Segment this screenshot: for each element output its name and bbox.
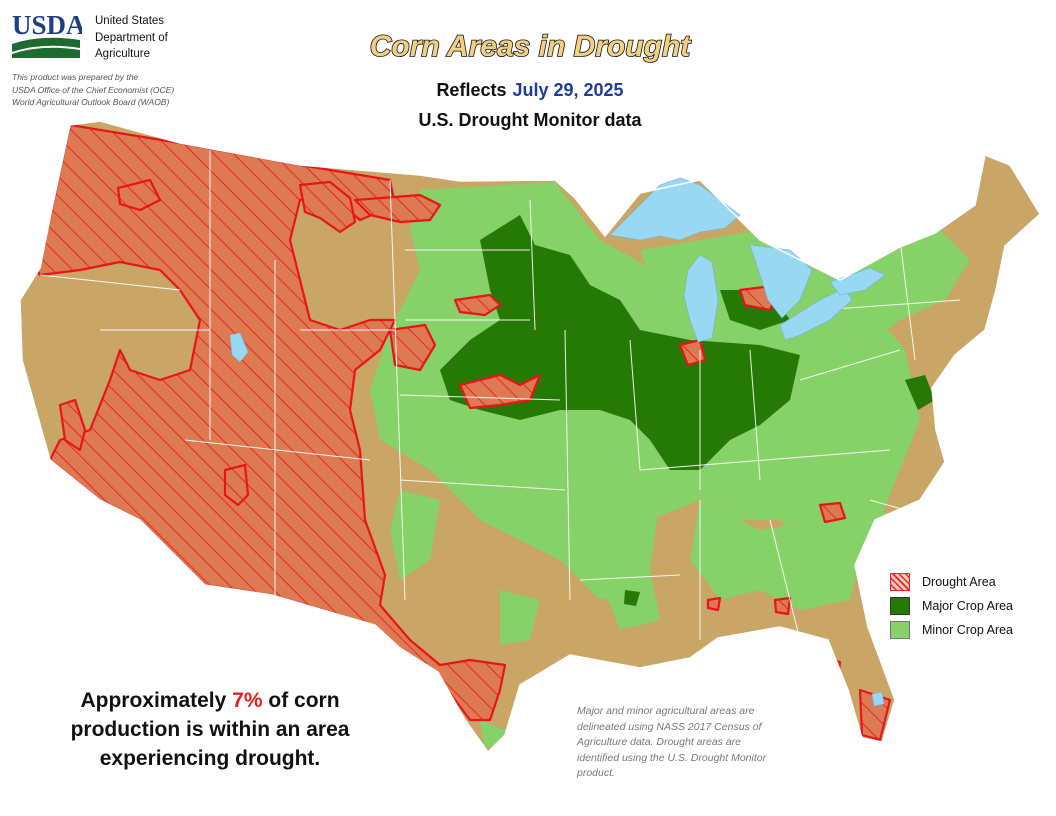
map-title: Corn Areas in Drought (300, 24, 760, 68)
summary-statement: Approximately 7% of corn production is w… (55, 686, 365, 773)
footnote-line: Agriculture data. Drought areas are (577, 736, 742, 748)
minor-crop-swatch-icon (890, 621, 910, 639)
prepared-line: USDA Office of the Chief Economist (OCE) (12, 84, 175, 95)
legend-item-drought: Drought Area (890, 570, 1013, 594)
footnote-line: identified using the U.S. Drought Monito… (577, 751, 767, 764)
legend-item-minor-crop: Minor Crop Area (890, 618, 1013, 642)
great-lakes (229, 177, 886, 707)
methodology-footnote: Major and minor agricultural areas are d… (577, 704, 766, 782)
legend-item-major-crop: Major Crop Area (890, 594, 1013, 618)
subtitle: U.S. Drought Monitor data (418, 110, 642, 130)
agency-line: Agriculture (95, 48, 150, 60)
drought-areas (28, 123, 892, 742)
map-legend: Drought Area Major Crop Area Minor Crop … (890, 570, 1013, 642)
major-crop-swatch-icon (890, 597, 910, 615)
footnote-line: product. (577, 767, 615, 779)
logo-text: USDA (12, 10, 82, 40)
drought-swatch-icon (890, 573, 910, 591)
summary-prefix: Approximately (80, 689, 233, 712)
agency-line: United States (95, 15, 165, 27)
summary-percent: 7% (232, 689, 263, 712)
usda-logo: USDA (12, 10, 86, 62)
legend-label: Minor Crop Area (922, 623, 1014, 637)
agency-name: United States Department of Agriculture (95, 13, 168, 63)
summary-suffix: of corn production is within an area exp… (70, 689, 350, 770)
title-text: Corn Areas in Drought (370, 30, 693, 63)
footnote-line: delineated using NASS 2017 Census of (577, 720, 762, 733)
date-text: July 29, 2025 (512, 80, 624, 100)
footnote-line: Major and minor agricultural areas are (577, 705, 755, 717)
agency-line: Department of (95, 31, 168, 44)
reflects-label: Reflects (436, 80, 507, 100)
reflects-line: Reflects July 29, 2025 (330, 80, 730, 101)
legend-label: Major Crop Area (922, 599, 1014, 613)
legend-label: Drought Area (922, 575, 996, 589)
prepared-line: World Agricultural Outlook Board (WAOB) (12, 97, 170, 107)
prepared-line: This product was prepared by the (12, 72, 139, 82)
state-borders (39, 150, 961, 641)
drought-map (0, 110, 1056, 770)
prepared-by-note: This product was prepared by the USDA Of… (12, 71, 174, 109)
